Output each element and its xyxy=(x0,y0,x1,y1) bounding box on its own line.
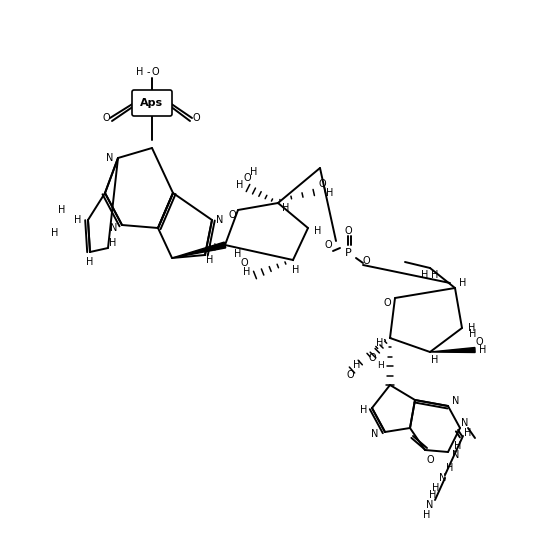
Text: O: O xyxy=(318,179,326,189)
Text: N: N xyxy=(216,215,224,225)
Text: H: H xyxy=(315,226,322,236)
Text: N: N xyxy=(106,153,114,163)
Text: O: O xyxy=(228,210,236,220)
Text: H: H xyxy=(469,329,477,339)
Text: O: O xyxy=(362,256,370,266)
Text: H: H xyxy=(58,205,66,215)
Text: O: O xyxy=(475,337,483,347)
Text: N: N xyxy=(426,500,434,510)
Text: H: H xyxy=(360,405,368,415)
Text: N: N xyxy=(461,418,469,428)
Polygon shape xyxy=(430,347,475,352)
Text: N: N xyxy=(452,396,460,406)
Text: H: H xyxy=(207,255,213,265)
Text: O: O xyxy=(243,173,251,183)
Text: O: O xyxy=(383,298,391,308)
Text: H: H xyxy=(234,249,242,259)
Text: H: H xyxy=(431,355,439,365)
Text: H: H xyxy=(446,463,454,473)
Text: O: O xyxy=(192,113,200,123)
Text: H: H xyxy=(250,167,258,177)
Text: H: H xyxy=(377,361,384,370)
Text: H: H xyxy=(376,338,384,348)
Text: O: O xyxy=(426,455,434,465)
Text: N: N xyxy=(371,429,379,439)
Text: H: H xyxy=(86,257,94,267)
Text: O: O xyxy=(240,258,248,268)
Text: O: O xyxy=(324,240,332,250)
Text: N: N xyxy=(452,450,460,460)
Text: P: P xyxy=(345,248,351,258)
Text: H: H xyxy=(464,428,472,438)
Text: O: O xyxy=(102,113,110,123)
Text: Aps: Aps xyxy=(140,98,164,108)
Text: H: H xyxy=(423,510,431,520)
Polygon shape xyxy=(172,242,226,258)
Text: O: O xyxy=(368,353,376,363)
Text: H: H xyxy=(460,278,467,288)
Text: H: H xyxy=(74,215,82,225)
Text: O: O xyxy=(346,370,354,380)
Text: H: H xyxy=(422,270,429,280)
Text: H: H xyxy=(51,228,59,238)
Text: H: H xyxy=(136,67,144,77)
Text: H: H xyxy=(432,483,440,493)
Text: H: H xyxy=(109,238,117,248)
Text: H: H xyxy=(479,345,487,355)
FancyBboxPatch shape xyxy=(132,90,172,116)
Text: H: H xyxy=(326,188,334,198)
Text: H: H xyxy=(454,441,462,451)
Text: N: N xyxy=(439,473,447,483)
Text: -: - xyxy=(146,67,150,77)
Text: H: H xyxy=(209,243,217,253)
Text: H: H xyxy=(282,203,289,213)
Text: O: O xyxy=(151,67,159,77)
Text: H: H xyxy=(236,180,243,190)
Text: H: H xyxy=(431,270,439,280)
Text: O: O xyxy=(344,226,352,236)
Text: H: H xyxy=(468,323,476,333)
Text: N: N xyxy=(110,223,118,233)
Text: H: H xyxy=(353,360,361,370)
Text: H: H xyxy=(429,490,437,500)
Text: H: H xyxy=(292,265,300,275)
Text: H: H xyxy=(243,267,251,277)
